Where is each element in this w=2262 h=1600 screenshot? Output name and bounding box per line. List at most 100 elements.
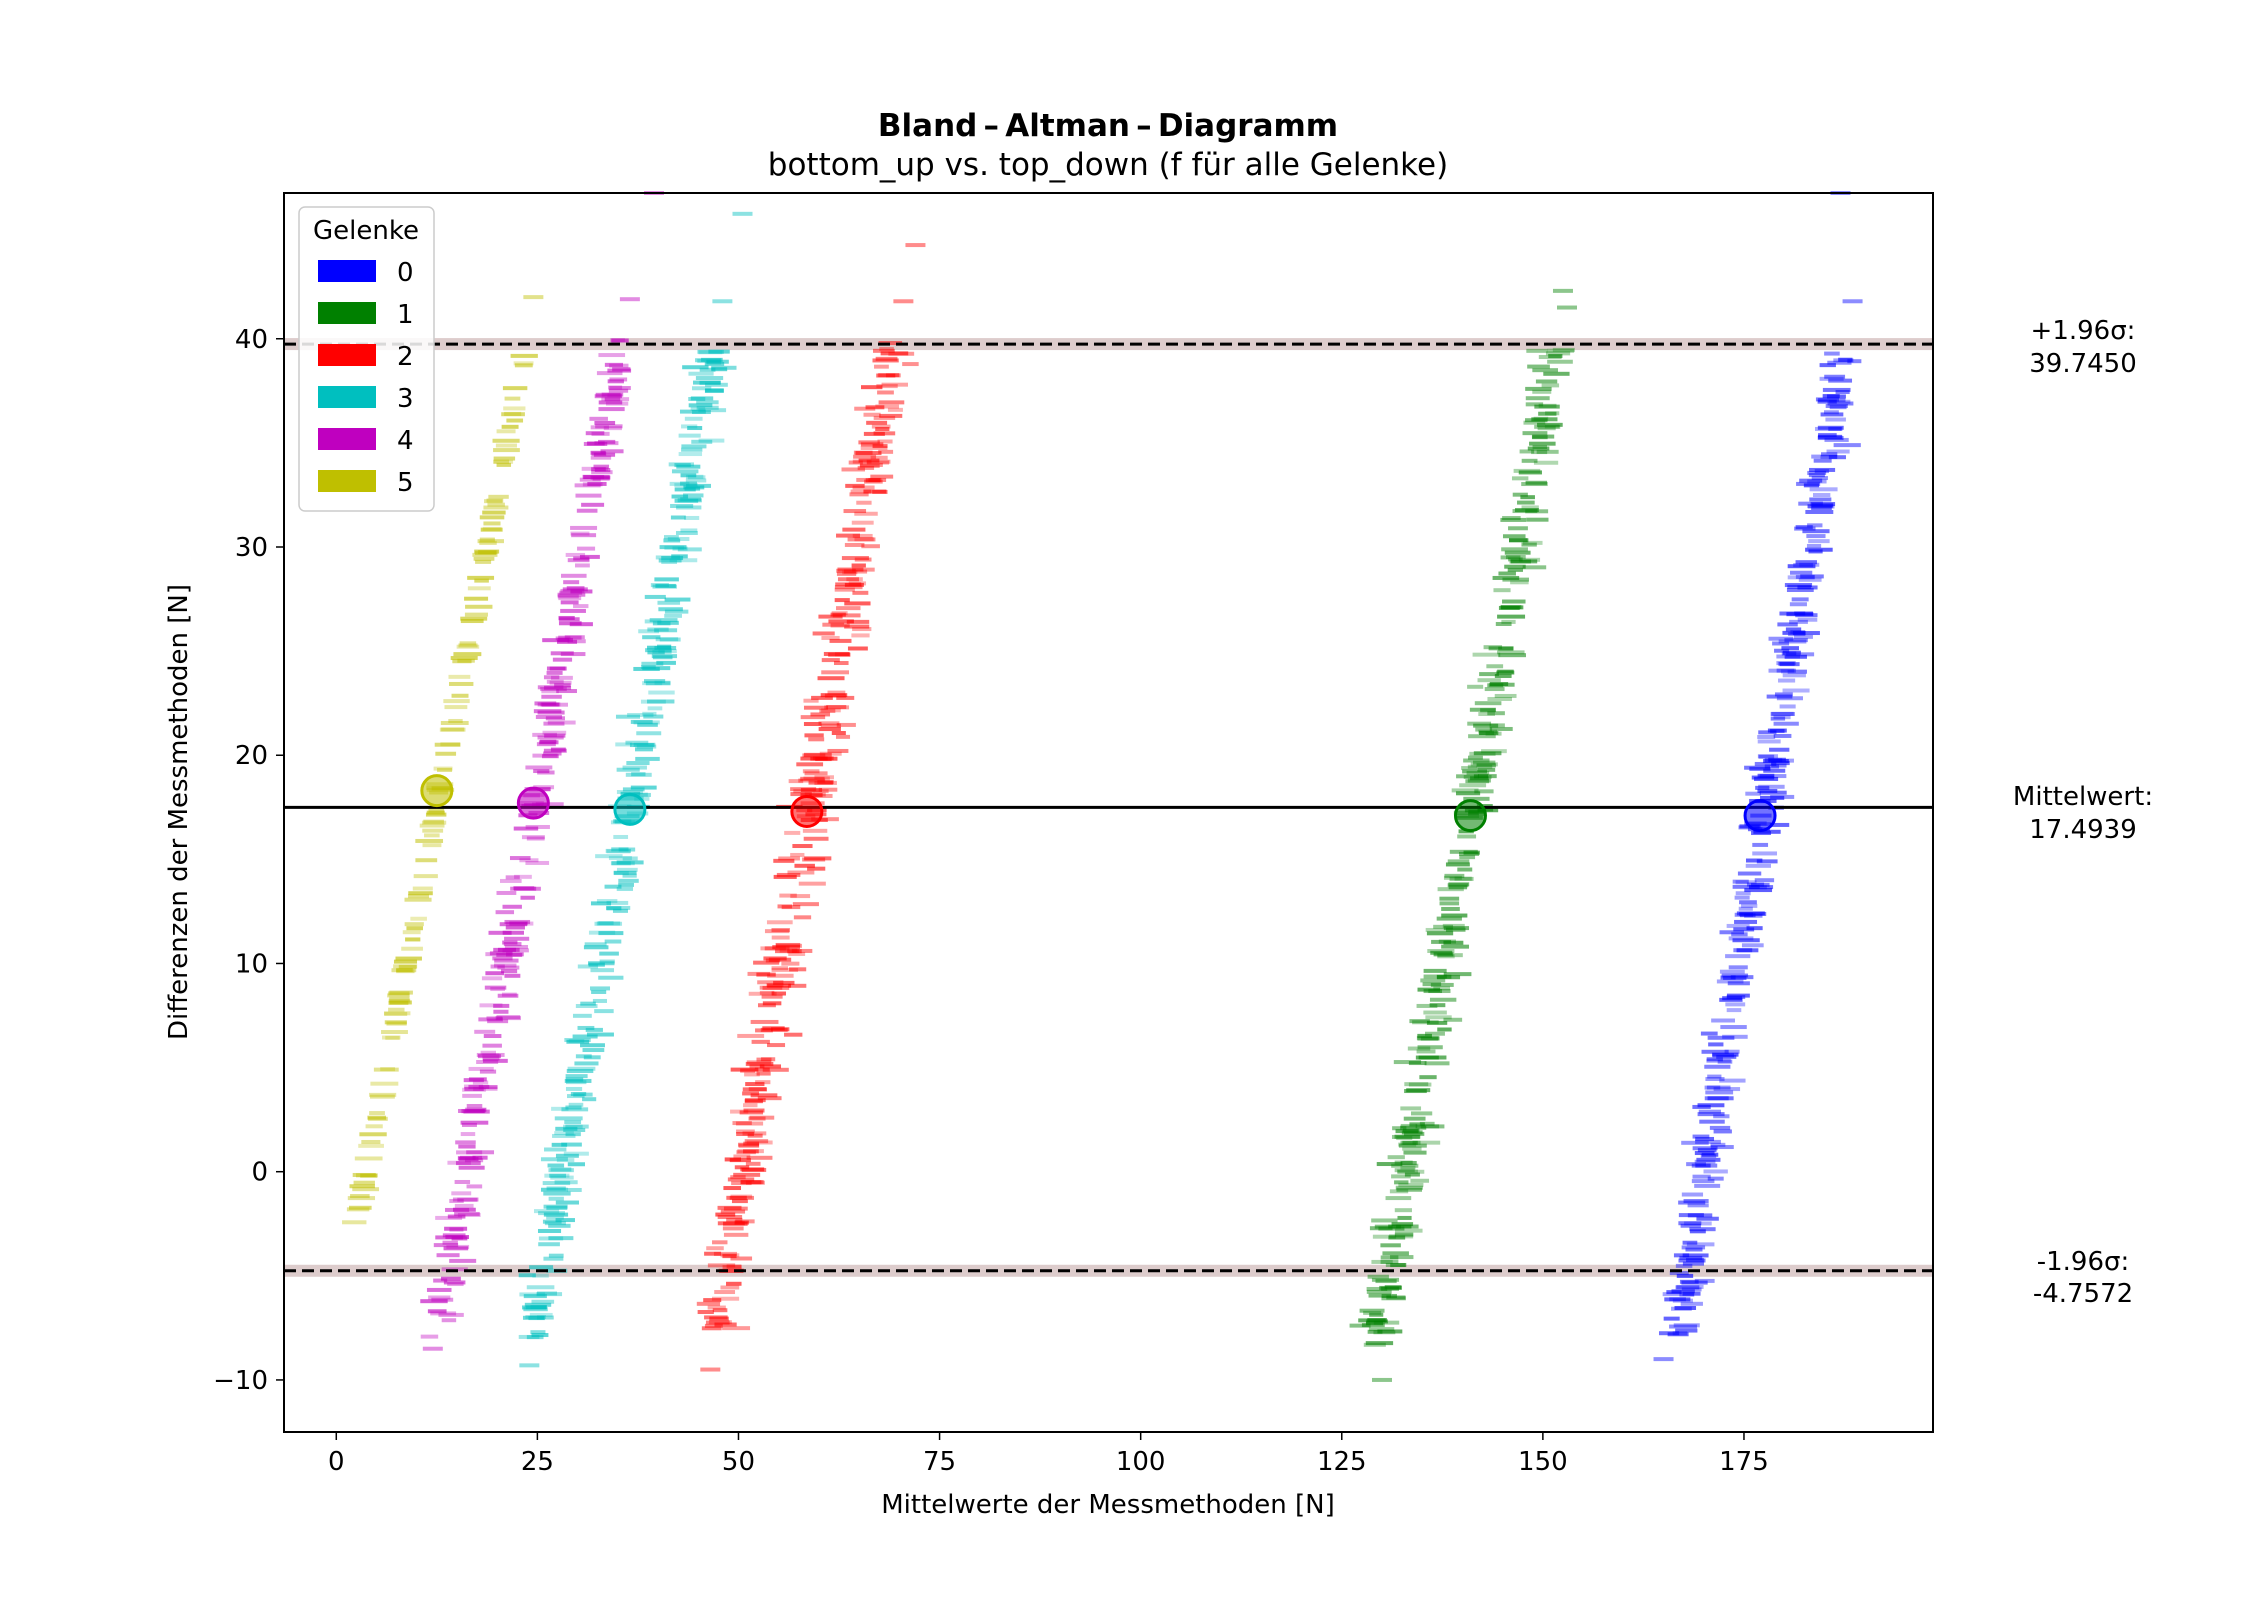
data-point [1696, 1157, 1721, 1162]
data-point [879, 413, 903, 418]
data-point [546, 1215, 564, 1220]
data-point [571, 533, 597, 538]
data-point [834, 652, 851, 657]
data-point [1803, 483, 1820, 488]
data-point [577, 546, 596, 551]
data-point [1463, 758, 1490, 763]
data-point [658, 558, 682, 563]
data-point [1682, 1240, 1698, 1245]
data-point [1473, 723, 1499, 728]
data-point [876, 373, 896, 378]
data-point [1394, 1180, 1409, 1185]
data-point [428, 808, 445, 813]
data-point [456, 1150, 483, 1155]
data-point [1675, 1328, 1698, 1333]
data-point [1735, 891, 1751, 896]
data-point [505, 875, 520, 880]
data-point [482, 1056, 500, 1061]
data-point [848, 460, 863, 465]
data-point [441, 1318, 457, 1323]
y-tick-label: −10 [213, 1366, 268, 1396]
data-point [664, 609, 689, 614]
data-point [347, 1196, 376, 1201]
data-point [1522, 431, 1548, 436]
data-point [1527, 446, 1550, 451]
data-point [713, 1251, 738, 1256]
data-point [796, 762, 824, 767]
x-axis-label: Mittelwerte der Messmethoden [N] [881, 1490, 1335, 1520]
data-point [1811, 505, 1832, 510]
y-tick-label: 30 [235, 533, 268, 563]
data-point [349, 1205, 372, 1210]
data-point [647, 650, 665, 655]
data-point [389, 1000, 412, 1005]
data-point [464, 612, 488, 617]
data-point [495, 443, 517, 448]
data-point [655, 637, 679, 642]
y-tick-label: 0 [251, 1158, 268, 1188]
data-point [1760, 795, 1785, 800]
data-point [605, 848, 631, 853]
data-point [1545, 351, 1571, 356]
data-point [854, 537, 874, 542]
data-point [1427, 948, 1455, 953]
data-point [820, 723, 841, 728]
data-point [1706, 1085, 1731, 1090]
data-point [680, 497, 701, 502]
data-point [1518, 470, 1542, 475]
data-point [671, 554, 688, 559]
data-point [1739, 900, 1757, 905]
data-point [1751, 882, 1770, 887]
data-point [1705, 1090, 1734, 1095]
data-point [1428, 989, 1451, 994]
data-point [1451, 788, 1479, 793]
data-point [1736, 948, 1759, 953]
data-point [1701, 1049, 1729, 1054]
data-point [457, 1212, 481, 1217]
data-point [451, 1191, 472, 1196]
data-point [1795, 560, 1817, 565]
data-point [1425, 1015, 1452, 1020]
data-point [1509, 538, 1529, 543]
data-point [821, 658, 840, 663]
data-point [834, 585, 863, 590]
data-point [1443, 940, 1464, 945]
data-point [489, 951, 513, 956]
data-point [594, 420, 616, 425]
data-point [822, 622, 845, 627]
data-point [1477, 678, 1501, 683]
data-point [1807, 470, 1827, 475]
data-point [675, 530, 698, 535]
data-point [842, 570, 858, 575]
data-point [791, 948, 813, 953]
data-point [436, 1253, 460, 1258]
data-point [762, 1001, 782, 1006]
data-point [771, 966, 789, 971]
data-point [504, 411, 522, 416]
data-point [1534, 404, 1560, 409]
data-point [595, 854, 623, 859]
data-point [563, 580, 580, 585]
data-point [386, 1021, 407, 1026]
data-point [457, 1197, 478, 1202]
data-point [519, 1292, 546, 1297]
data-point [477, 1054, 501, 1059]
data-point [1736, 911, 1765, 916]
data-point [422, 843, 442, 848]
data-point [558, 635, 582, 640]
data-point [1473, 774, 1488, 779]
data-point [606, 849, 631, 854]
data-point [744, 1072, 760, 1077]
data-point [824, 705, 850, 710]
data-point [1758, 730, 1777, 735]
data-point [1789, 602, 1807, 607]
data-point [1703, 1169, 1728, 1174]
data-point [608, 856, 632, 861]
data-point [744, 1139, 769, 1144]
data-point [439, 727, 466, 732]
data-point [1552, 347, 1575, 352]
data-point [1669, 1324, 1698, 1329]
data-point [1713, 1087, 1741, 1092]
data-point [464, 1158, 484, 1163]
data-point [435, 751, 457, 756]
